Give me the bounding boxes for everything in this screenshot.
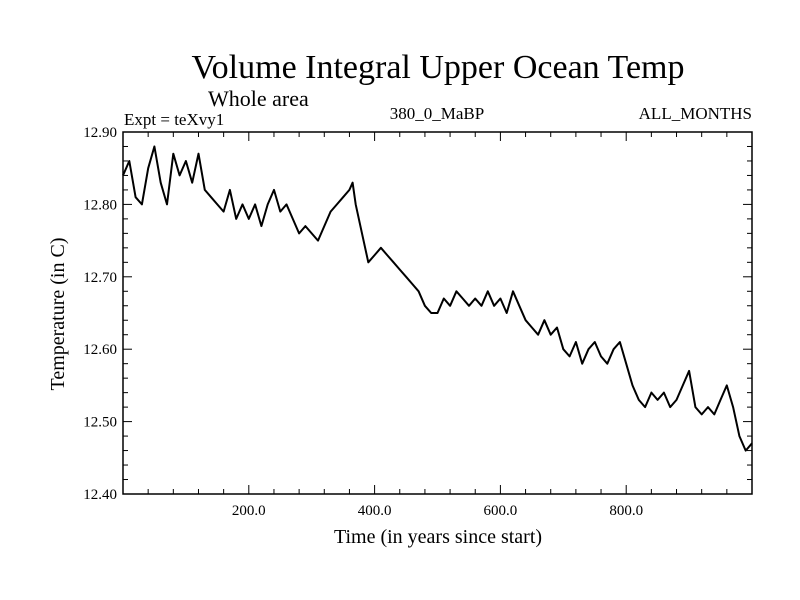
y-axis: 12.40 12.50 12.60 12.70 12.80 12.90 [83, 125, 752, 503]
y-tick-label: 12.60 [83, 342, 117, 358]
y-tick-label: 12.80 [83, 197, 117, 213]
y-tick-label: 12.40 [83, 487, 117, 503]
series-line-temperature [123, 147, 752, 451]
y-tick-label: 12.50 [83, 415, 117, 431]
experiment-label: Expt = teXvy1 [124, 110, 224, 129]
x-tick-label: 400.0 [358, 503, 392, 519]
y-axis-label: Temperature (in C) [47, 238, 69, 391]
x-tick-label: 800.0 [609, 503, 643, 519]
chart-title: Volume Integral Upper Ocean Temp [192, 49, 685, 86]
right-label: ALL_MONTHS [639, 104, 752, 123]
y-tick-label: 12.70 [83, 270, 117, 286]
center-label: 380_0_MaBP [390, 104, 484, 123]
x-tick-label: 200.0 [232, 503, 266, 519]
chart-subtitle: Whole area [208, 86, 309, 111]
y-tick-label: 12.90 [83, 125, 117, 141]
x-tick-label: 600.0 [484, 503, 518, 519]
line-chart: Volume Integral Upper Ocean Temp Whole a… [0, 0, 800, 600]
x-axis: 200.0 400.0 600.0 800.0 [148, 132, 727, 519]
x-axis-label: Time (in years since start) [334, 526, 542, 548]
